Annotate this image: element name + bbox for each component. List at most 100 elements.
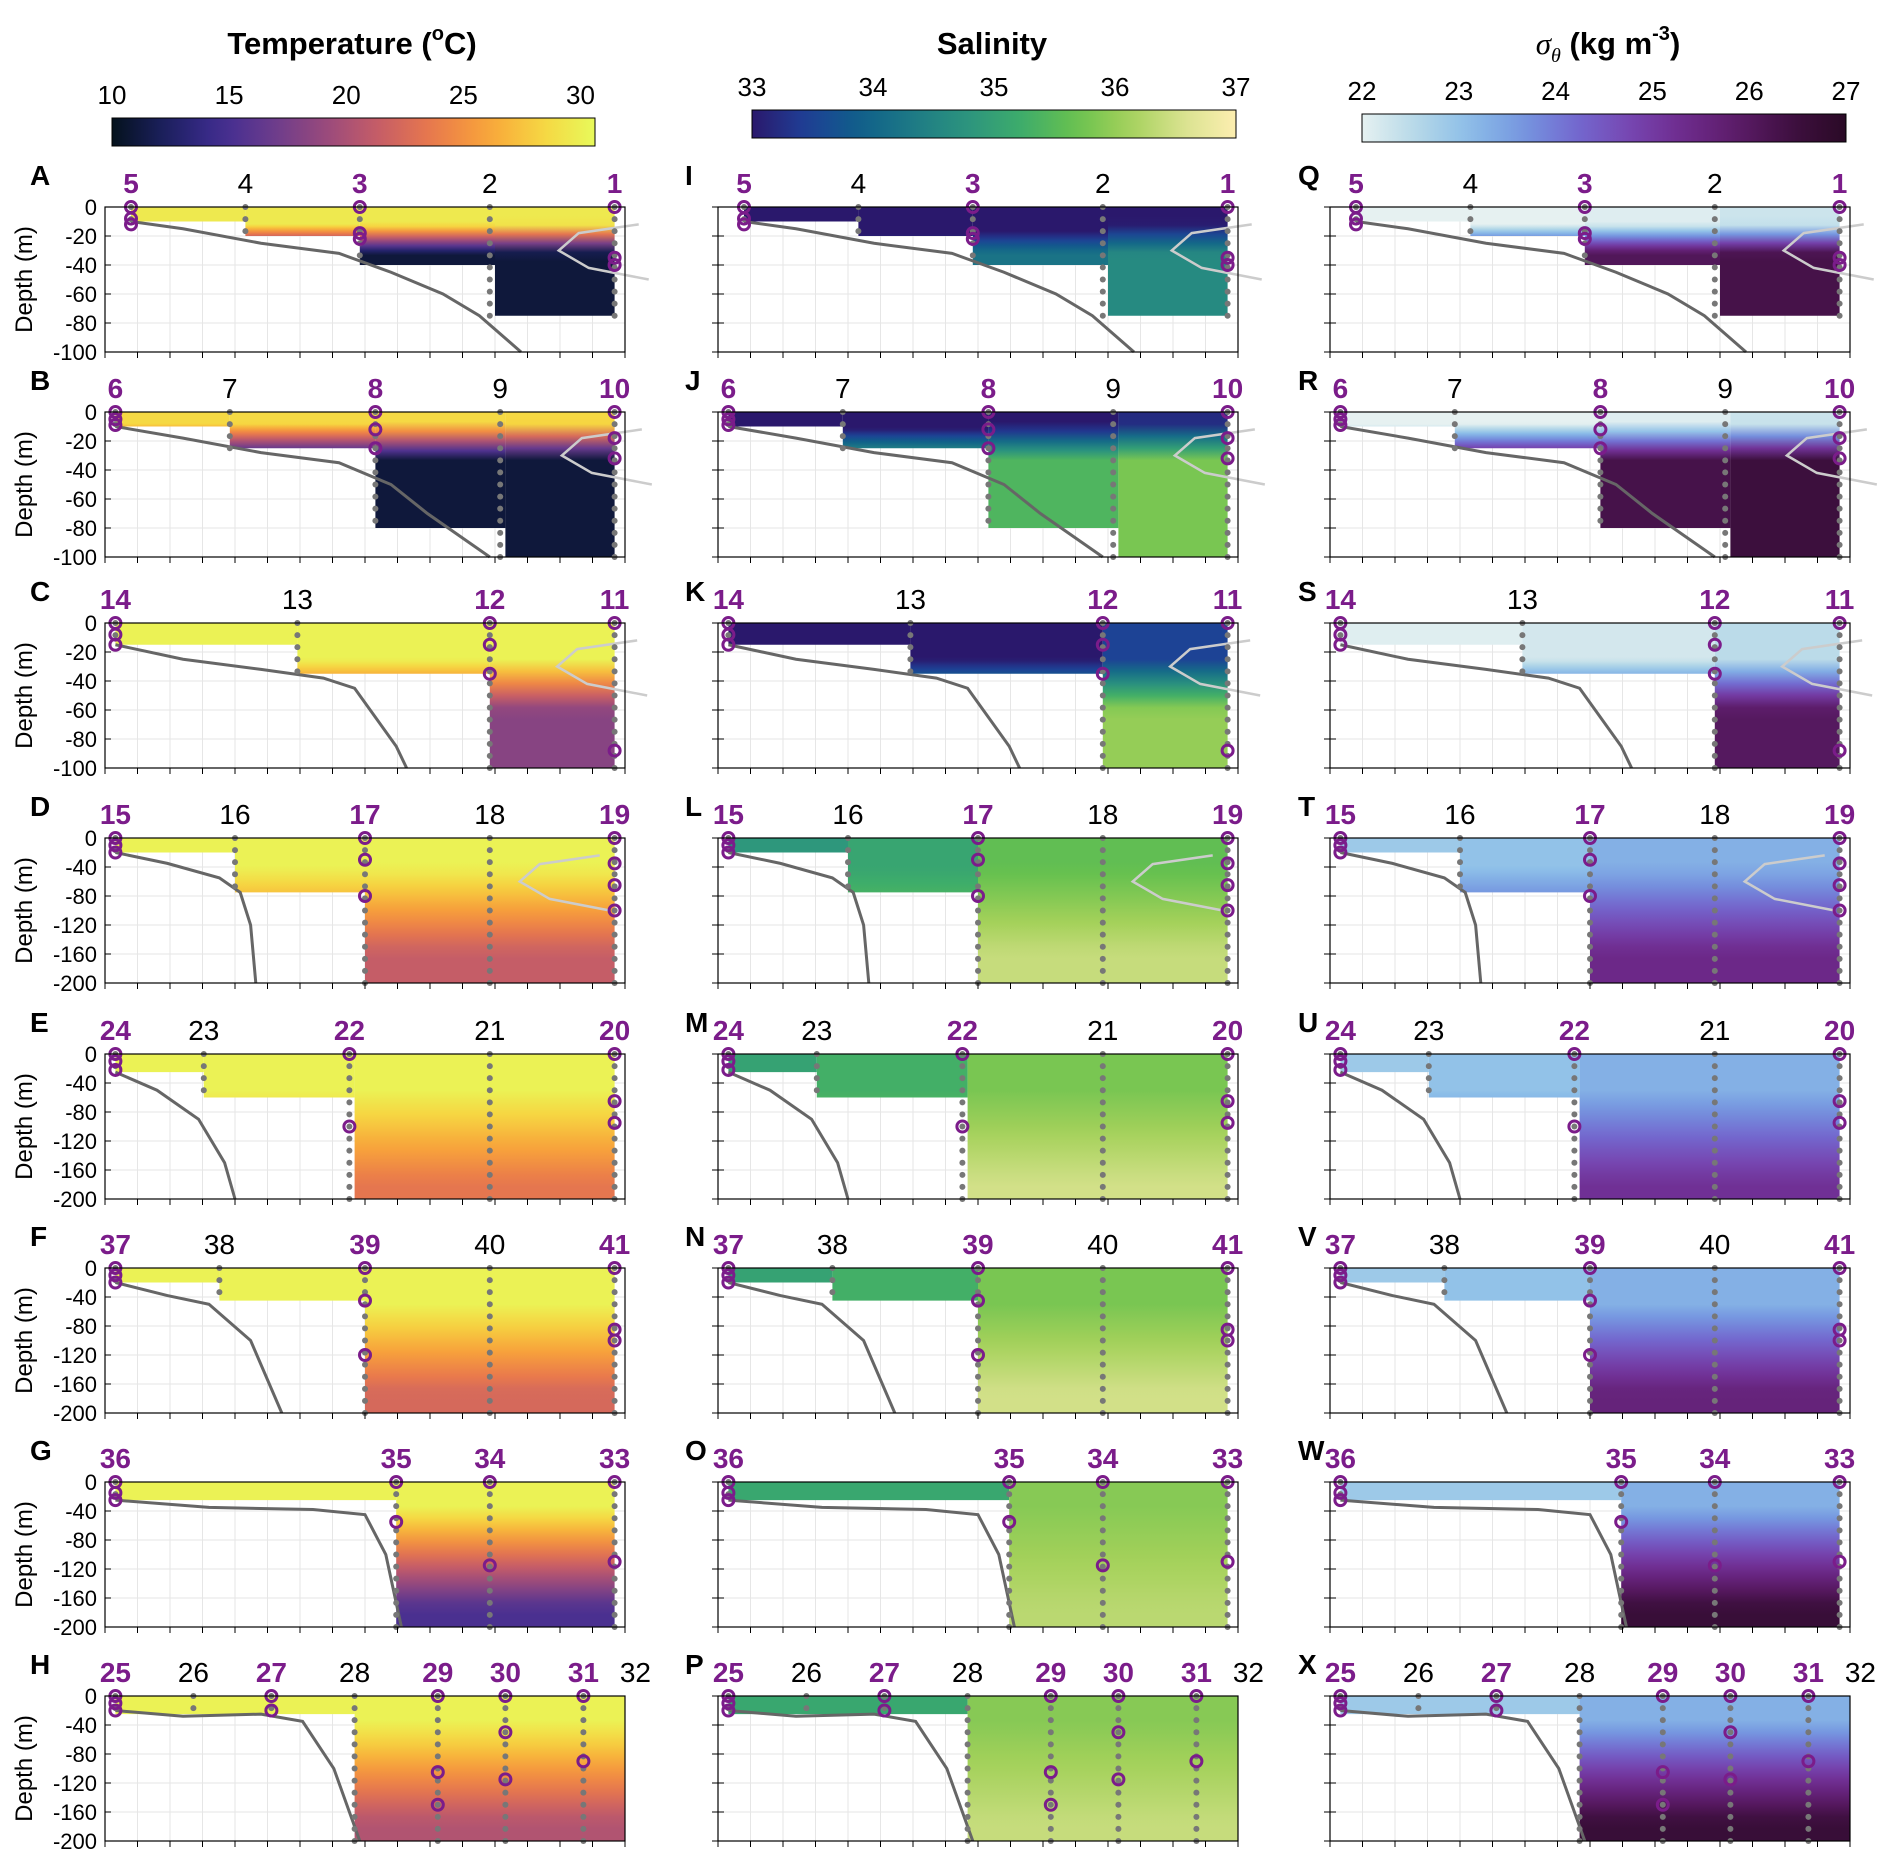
- sample-dot: [1805, 1801, 1812, 1808]
- sample-dot: [434, 1729, 441, 1736]
- bathymetry-line: [115, 1281, 284, 1414]
- highlight-sample: [1095, 666, 1110, 681]
- sample-dot: [1587, 847, 1593, 854]
- sample-dot: [434, 1789, 441, 1796]
- sample-dot: [294, 632, 301, 639]
- sample-dot: [232, 859, 238, 866]
- highlight-sample: [971, 1348, 985, 1362]
- sample-dot: [1711, 859, 1718, 866]
- sample-dot: [1576, 1765, 1583, 1772]
- highlight-sample: [607, 1094, 622, 1109]
- y-tick-label: -80: [65, 1742, 97, 1767]
- sample-dot: [1836, 692, 1843, 699]
- sample-dot: [1711, 1135, 1718, 1142]
- sample-dot: [1099, 1503, 1106, 1510]
- highlight-sample: [607, 856, 622, 871]
- sample-dot: [486, 740, 493, 747]
- sample-dot: [1047, 1717, 1054, 1724]
- highlight-sample: [1220, 903, 1235, 918]
- highlight-sample: [1707, 1558, 1722, 1573]
- panel-O: O 36 35 34 33: [685, 1435, 1243, 1633]
- sample-dot: [294, 668, 301, 675]
- sample-dot: [611, 312, 618, 319]
- section-block: [375, 412, 506, 528]
- sample-dot: [393, 1611, 400, 1618]
- highlight-sample: [721, 838, 736, 853]
- sample-dot: [959, 1147, 966, 1154]
- sample-dot: [1711, 1575, 1718, 1582]
- sample-dot: [611, 481, 618, 488]
- sample-dot: [1115, 1753, 1122, 1760]
- sample-dot: [1711, 1313, 1718, 1320]
- sample-dot: [611, 919, 618, 926]
- sample-dot: [1836, 469, 1843, 476]
- panel-letter: M: [685, 1007, 708, 1038]
- sample-dot: [1224, 1277, 1231, 1284]
- station-label: 7: [222, 373, 238, 404]
- sample-dot: [1576, 1717, 1583, 1724]
- sample-dot: [1224, 1325, 1231, 1332]
- sample-dot: [1224, 859, 1231, 866]
- sample-dot: [1836, 680, 1843, 687]
- highlight-sample: [108, 412, 123, 427]
- sample-dot: [611, 632, 618, 639]
- panel-letter: T: [1298, 791, 1315, 822]
- sample-dot: [1099, 1551, 1106, 1558]
- sample-dot: [1836, 847, 1843, 854]
- highlight-sample: [108, 1703, 123, 1718]
- sample-dot: [486, 312, 493, 319]
- sample-dot: [1836, 1337, 1843, 1344]
- sample-dot: [975, 1373, 981, 1380]
- station-label: 26: [178, 1657, 209, 1688]
- sample-dot: [1451, 433, 1458, 440]
- sample-dot: [1618, 1563, 1625, 1570]
- station-label: 35: [1606, 1443, 1637, 1474]
- section-block: [1108, 207, 1228, 316]
- sample-dot: [346, 1171, 353, 1178]
- section-block: [1454, 412, 1601, 449]
- sample-dot: [1047, 1705, 1054, 1712]
- sample-dot: [393, 1491, 400, 1498]
- highlight-sample: [607, 250, 622, 265]
- y-tick-label: -40: [65, 253, 97, 278]
- sample-dot: [1224, 1599, 1231, 1606]
- sample-dot: [1099, 1539, 1106, 1546]
- panel-C: 0 -20 -40 -60 -80 -100 Depth (m) C 14 13 12 11: [11, 576, 648, 781]
- sample-dot: [611, 943, 618, 950]
- sample-dot: [1224, 481, 1231, 488]
- highlight-sample: [607, 878, 622, 893]
- highlight-sample: [368, 422, 383, 437]
- sample-dot: [611, 505, 618, 512]
- sample-dot: [242, 228, 249, 235]
- sample-dot: [346, 1159, 353, 1166]
- sample-dot: [486, 1337, 493, 1344]
- panel-letter: F: [30, 1221, 47, 1252]
- sample-dot: [964, 1789, 971, 1796]
- sample-dot: [486, 1147, 493, 1154]
- bathymetry-line: [1355, 220, 1747, 354]
- station-label: 24: [100, 1015, 132, 1046]
- sample-dot: [1224, 1373, 1231, 1380]
- sample-dot: [1224, 1385, 1231, 1392]
- station-label: 41: [1824, 1229, 1855, 1260]
- sample-dot: [1224, 276, 1231, 283]
- y-tick-label: 0: [85, 195, 97, 220]
- station-label: 6: [1333, 373, 1349, 404]
- sample-dot: [434, 1813, 441, 1820]
- sample-dot: [1099, 1337, 1106, 1344]
- y-tick-label: -200: [53, 1401, 97, 1426]
- sample-dot: [1099, 1063, 1106, 1070]
- sample-dot: [1099, 895, 1106, 902]
- sample-dot: [1224, 433, 1231, 440]
- highlight-sample: [264, 1703, 279, 1718]
- sample-dot: [1576, 1813, 1583, 1820]
- sample-dot: [1337, 632, 1344, 639]
- sample-dot: [985, 457, 992, 464]
- sample-dot: [1836, 1277, 1843, 1284]
- sample-dot: [1224, 1087, 1231, 1094]
- sample-dot: [1110, 505, 1117, 512]
- station-label: 1: [607, 168, 623, 199]
- sample-dot: [611, 517, 618, 524]
- sample-dot: [1224, 216, 1231, 223]
